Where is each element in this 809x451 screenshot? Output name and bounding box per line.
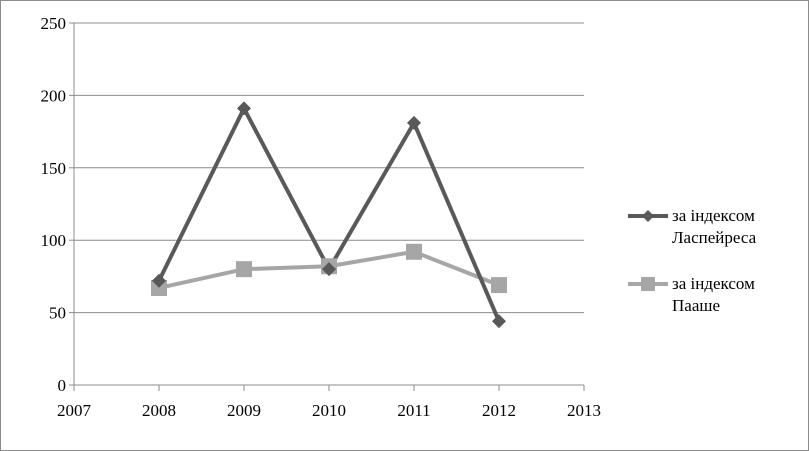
point-laspeyres-2010 xyxy=(322,262,336,277)
point-laspeyres-2011 xyxy=(407,115,421,130)
legend-label-paasche-line1: за індексом xyxy=(672,274,755,293)
legend-item-laspeyres: за індексом Ласпейреса xyxy=(628,205,803,249)
legend-label-laspeyres-line1: за індексом xyxy=(672,206,755,225)
series-line-laspeyres xyxy=(157,106,501,323)
legend-label-paasche-line2: Пааше xyxy=(672,296,721,315)
point-laspeyres-2008 xyxy=(152,273,166,288)
legend-swatch-laspeyres xyxy=(628,210,668,222)
x-tick-label-2008: 2008 xyxy=(142,401,176,420)
point-paasche-2012 xyxy=(491,277,507,294)
y-tick-label-0: 0 xyxy=(58,376,67,395)
legend-swatch-paasche xyxy=(628,277,668,291)
y-tick-label-250: 250 xyxy=(41,14,67,33)
point-paasche-2011 xyxy=(406,243,422,260)
point-paasche-2009 xyxy=(236,261,252,278)
x-tick-label-2011: 2011 xyxy=(397,401,430,420)
legend-label-laspeyres-line2: Ласпейреса xyxy=(672,228,757,247)
legend: за індексом Ласпейреса за індексом Пааше xyxy=(628,205,803,341)
x-tick-label-2013: 2013 xyxy=(567,401,601,420)
y-tick-label-100: 100 xyxy=(41,231,67,250)
x-tick-label-2009: 2009 xyxy=(227,401,261,420)
y-tick-label-150: 150 xyxy=(41,159,67,178)
legend-item-paasche: за індексом Пааше xyxy=(628,273,803,317)
x-tick-label-2010: 2010 xyxy=(312,401,346,420)
y-tick-label-200: 200 xyxy=(41,86,67,105)
x-tick-label-2012: 2012 xyxy=(482,401,516,420)
y-tick-label-50: 50 xyxy=(49,304,66,323)
point-laspeyres-2012 xyxy=(492,314,506,329)
point-paasche-2008 xyxy=(151,279,167,296)
point-laspeyres-2009 xyxy=(237,101,251,116)
x-tick-label-2007: 2007 xyxy=(57,401,92,420)
